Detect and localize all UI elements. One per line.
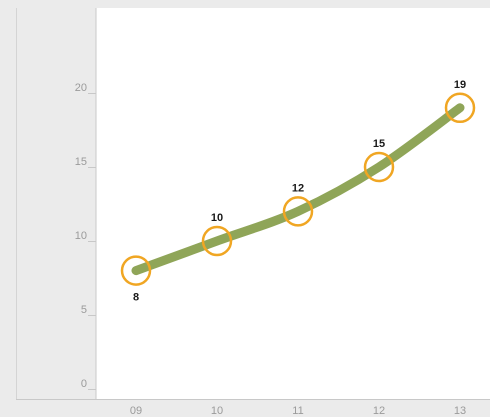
y-axis-ticks: 0 5 10 15 20: [75, 82, 96, 390]
data-label: 15: [373, 138, 385, 150]
x-axis-ticks: 09 10 11 12 13: [130, 405, 466, 417]
data-point-marker: [282, 196, 314, 227]
y-tick-label: 0: [81, 378, 87, 390]
data-labels: 8 10 12 15 19: [133, 79, 466, 304]
y-tick-label: 10: [75, 230, 87, 242]
series-line: [131, 103, 465, 276]
y-tick-label: 20: [75, 82, 87, 94]
x-tick-label: 13: [454, 405, 466, 417]
x-tick-label: 10: [211, 405, 223, 417]
data-label: 19: [454, 79, 466, 91]
data-label: 10: [211, 212, 223, 224]
y-tick-label: 5: [81, 304, 87, 316]
x-tick-label: 12: [373, 405, 385, 417]
y-tick-label: 15: [75, 156, 87, 168]
data-point-marker: [201, 225, 233, 257]
x-tick-label: 09: [130, 405, 142, 417]
data-point-marker: [363, 151, 395, 183]
plot-area: [96, 8, 490, 399]
data-label: 8: [133, 292, 139, 304]
data-point-marker: [444, 92, 476, 124]
data-point-marker: [120, 255, 152, 286]
data-markers: [120, 92, 476, 286]
x-tick-label: 11: [292, 405, 303, 417]
data-label: 12: [292, 182, 304, 194]
